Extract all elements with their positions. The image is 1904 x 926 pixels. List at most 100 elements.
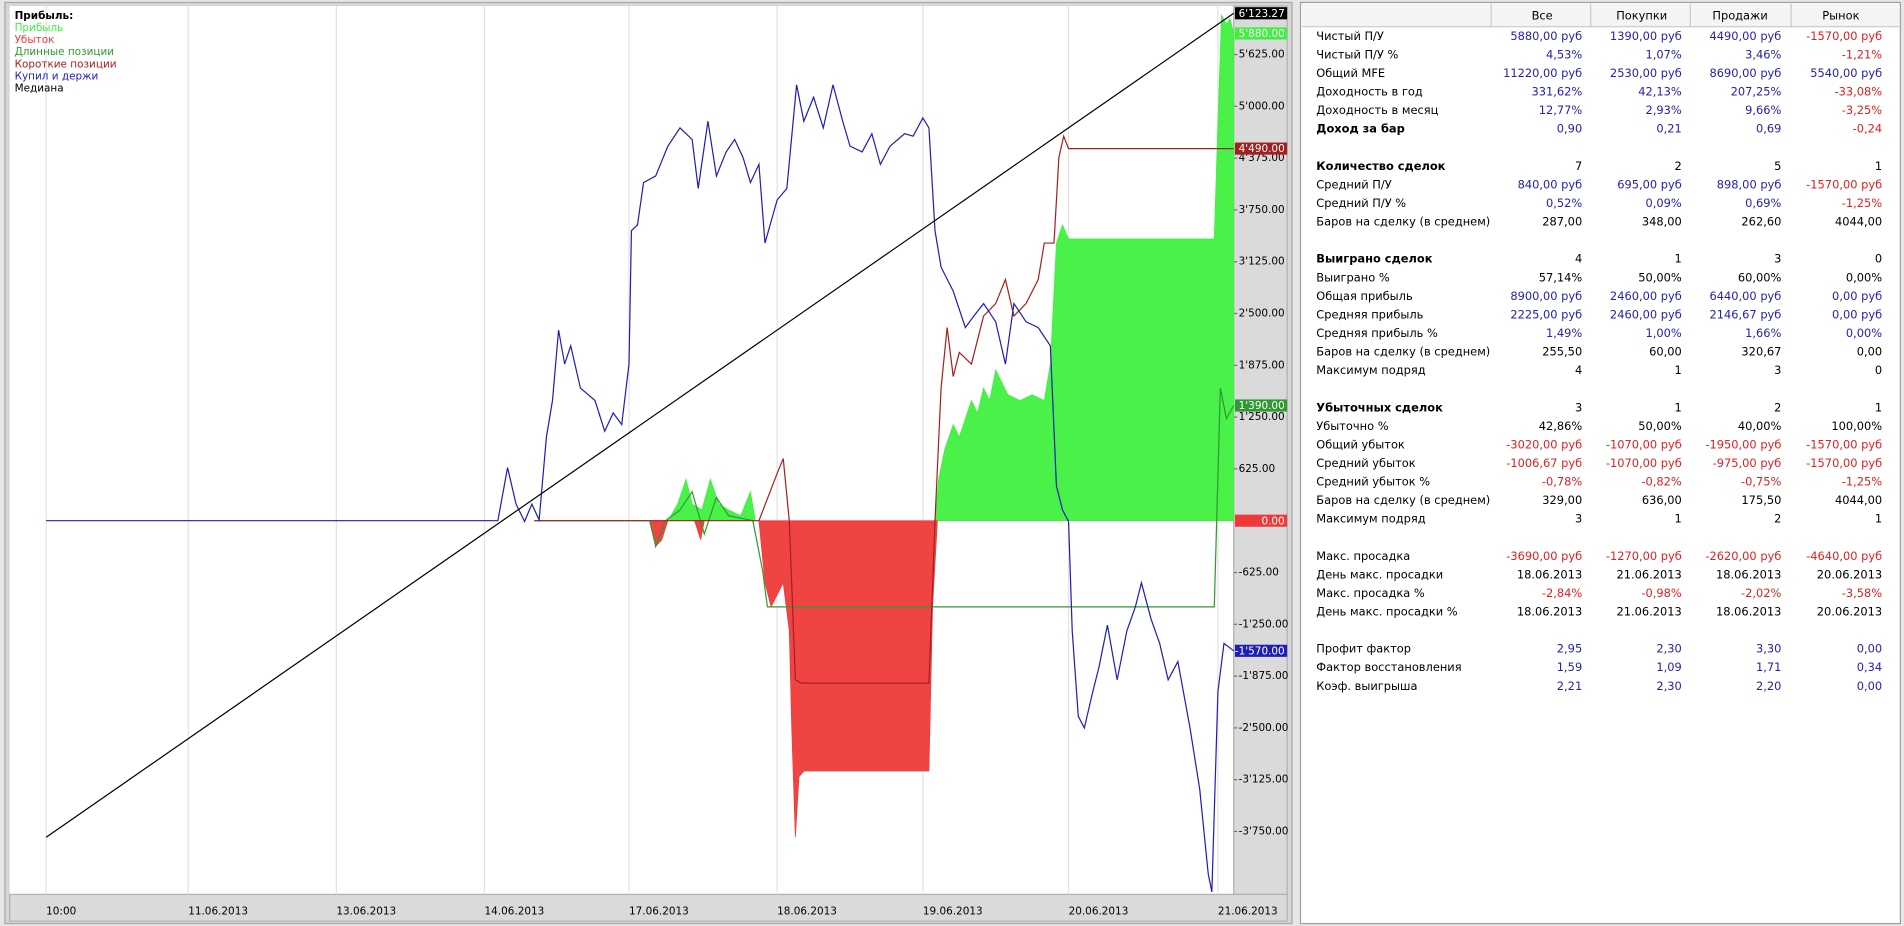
row-label: Баров на сделку (в среднем)	[1316, 493, 1490, 507]
row-label: Доход за бар	[1316, 122, 1405, 136]
cell-value: 3	[1575, 512, 1582, 526]
cell-value: -1570,00 руб	[1806, 177, 1882, 191]
end-value-box	[1234, 27, 1288, 40]
cell-value: 0,69	[1756, 122, 1781, 136]
cell-value: -0,78%	[1542, 475, 1583, 489]
row-label: Убыточно %	[1316, 419, 1388, 433]
row-label: Баров на сделку (в среднем)	[1316, 345, 1490, 359]
end-value-label: 0.00	[1261, 515, 1284, 527]
cell-value: 3	[1774, 363, 1781, 377]
row-label: Средний убыток %	[1316, 475, 1430, 489]
cell-value: 8900,00 руб	[1510, 289, 1582, 303]
row-label: Фактор восстановления	[1316, 660, 1461, 674]
cell-value: -1570,00 руб	[1806, 437, 1882, 451]
cell-value: 1	[1675, 512, 1682, 526]
cell-value: 2,30	[1656, 642, 1681, 656]
cell-value: 12,77%	[1539, 103, 1583, 117]
legend-entry: Купил и держи	[15, 70, 99, 82]
column-header: Покупки	[1616, 8, 1667, 22]
x-tick-label: 20.06.2013	[1069, 905, 1129, 917]
cell-value: -1,25%	[1842, 196, 1883, 210]
row-label: Общий MFE	[1316, 66, 1385, 80]
cell-value: 320,67	[1741, 345, 1781, 359]
end-value-box	[1234, 644, 1288, 657]
row-label: Общий убыток	[1316, 437, 1405, 451]
cell-value: 60,00%	[1738, 270, 1782, 284]
row-label: Макс. просадка	[1316, 549, 1410, 563]
y-tick-label: -1'250.00	[1239, 618, 1289, 630]
row-label: Коэф. выигрыша	[1316, 679, 1417, 693]
row-label: Макс. просадка %	[1316, 586, 1425, 600]
cell-value: 4,53%	[1546, 47, 1582, 61]
cell-value: 175,50	[1741, 493, 1781, 507]
cell-value: 2460,00 руб	[1610, 289, 1682, 303]
cell-value: 9,66%	[1745, 103, 1781, 117]
row-label: Чистый П/У	[1316, 29, 1384, 43]
column-header: Рынок	[1822, 8, 1859, 22]
cell-value: -0,98%	[1641, 586, 1682, 600]
cell-value: 0,00%	[1846, 326, 1882, 340]
cell-value: -1570,00 руб	[1806, 29, 1882, 43]
line	[46, 84, 1235, 893]
legend-title: Прибыль:	[15, 10, 74, 22]
cell-value: 3,46%	[1745, 47, 1781, 61]
cell-value: 0,09%	[1646, 196, 1682, 210]
x-tick-label: 11.06.2013	[188, 905, 248, 917]
cell-value: 2146,67 руб	[1710, 307, 1782, 321]
y-tick-label: 3'125.00	[1239, 256, 1285, 268]
x-tick-label: 10:00	[46, 905, 76, 917]
cell-value: 2530,00 руб	[1610, 66, 1682, 80]
line	[534, 134, 1234, 684]
cell-value: 0,21	[1656, 122, 1681, 136]
cell-value: 1,00%	[1646, 326, 1682, 340]
row-label: Доходность в год	[1316, 85, 1423, 99]
legend-entry: Прибыль	[15, 22, 64, 34]
row-label: Средняя прибыль	[1316, 307, 1423, 321]
cell-value: 898,00 руб	[1717, 177, 1782, 191]
y-tick-label: 4'375.00	[1239, 152, 1285, 164]
cell-value: 0,00	[1857, 642, 1882, 656]
cell-value: -0,24	[1853, 122, 1883, 136]
cell-value: 0,00	[1857, 679, 1882, 693]
cell-value: 2	[1675, 159, 1682, 173]
cell-value: 0,00	[1857, 345, 1882, 359]
cell-value: -3020,00 руб	[1506, 437, 1582, 451]
cell-value: 255,50	[1542, 345, 1582, 359]
y-tick-label: 5'625.00	[1239, 49, 1285, 61]
cell-value: 331,62%	[1531, 85, 1582, 99]
end-value-box	[1234, 7, 1288, 20]
cell-value: 4	[1575, 252, 1582, 266]
row-label: Общая прибыль	[1316, 289, 1413, 303]
cell-value: 1	[1675, 252, 1682, 266]
legend-entry: Короткие позиции	[15, 58, 117, 70]
end-value-label: -1'570.00	[1235, 645, 1285, 657]
cell-value: 0,00 руб	[1832, 307, 1882, 321]
row-label: Средняя прибыль %	[1316, 326, 1438, 340]
x-tick-label: 13.06.2013	[336, 905, 396, 917]
cell-value: 20.06.2013	[1817, 605, 1882, 619]
end-value-box	[1234, 399, 1288, 412]
column-header: Все	[1532, 8, 1553, 22]
cell-value: 2460,00 руб	[1610, 307, 1682, 321]
cell-value: 57,14%	[1539, 270, 1583, 284]
cell-value: 0,90	[1557, 122, 1582, 136]
cell-value: 2,95	[1557, 642, 1582, 656]
end-value-label: 1'390.00	[1239, 400, 1285, 412]
cell-value: 2,93%	[1646, 103, 1682, 117]
cell-value: 287,00	[1542, 215, 1582, 229]
plot: 10:00 11.06.2013 13.06.2013 14.06.2013 17.06…	[45, 6, 1289, 917]
x-tick-label: 19.06.2013	[923, 905, 983, 917]
x-tick-label: 21.06.2013	[1218, 905, 1278, 917]
cell-value: 1,66%	[1745, 326, 1781, 340]
row-label: Доходность в месяц	[1316, 103, 1438, 117]
row-label: Профит фактор	[1316, 642, 1411, 656]
cell-value: 348,00	[1642, 215, 1682, 229]
cell-value: 0	[1875, 252, 1882, 266]
row-label: Убыточных сделок	[1316, 400, 1443, 414]
cell-value: 42,13%	[1638, 85, 1682, 99]
cell-value: 21.06.2013	[1616, 567, 1681, 581]
cell-value: -3,25%	[1842, 103, 1883, 117]
row-label: Баров на сделку (в среднем)	[1316, 215, 1490, 229]
y-axis-band	[1233, 5, 1288, 896]
